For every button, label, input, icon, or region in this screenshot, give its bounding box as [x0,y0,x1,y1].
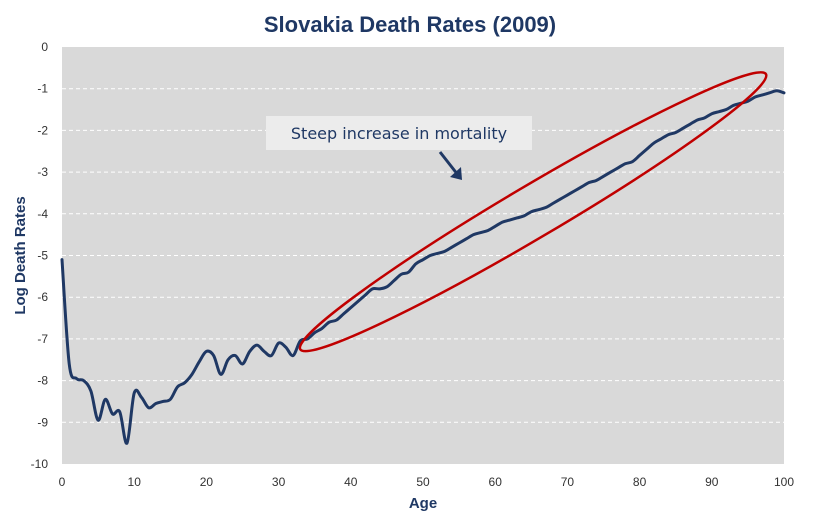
x-tick-label: 70 [561,475,575,489]
x-tick-label: 50 [416,475,430,489]
highlight-ellipse [298,71,768,353]
y-tick-label: -4 [37,207,48,221]
series-line [60,89,786,445]
annotation-arrow-head [450,167,462,180]
y-axis-ticks: 0 -1 -2 -3 -4 -5 -6 -7 -8 -9 -10 [31,40,49,471]
y-tick-label: -2 [37,123,48,137]
y-tick-label: -10 [31,457,49,471]
y-tick-label: -5 [37,249,48,263]
x-tick-label: 90 [705,475,719,489]
x-tick-label: 40 [344,475,358,489]
x-tick-label: 60 [489,475,503,489]
y-tick-label: 0 [41,40,48,54]
y-axis-label: Log Death Rates [12,196,29,314]
x-tick-label: 10 [128,475,142,489]
y-tick-label: -3 [37,165,48,179]
annotation-box: Steep increase in mortality [266,116,532,150]
annotation-text: Steep increase in mortality [290,123,508,143]
x-tick-label: 80 [633,475,647,489]
y-tick-label: -9 [37,415,48,429]
chart-title: Slovakia Death Rates (2009) [263,12,557,37]
x-tick-label: 0 [59,475,66,489]
y-tick-label: -7 [37,332,48,346]
x-tick-label: 100 [774,475,794,489]
y-tick-label: -8 [37,374,48,388]
x-axis-ticks: 0 10 20 30 40 50 60 70 80 90 100 [59,475,795,489]
y-tick-label: -1 [37,82,48,96]
x-axis-label: Age [409,495,437,512]
x-tick-label: 20 [200,475,214,489]
gridlines [62,88,784,423]
y-tick-label: -6 [37,290,48,304]
annotation-arrow [438,151,460,176]
x-tick-label: 30 [272,475,286,489]
